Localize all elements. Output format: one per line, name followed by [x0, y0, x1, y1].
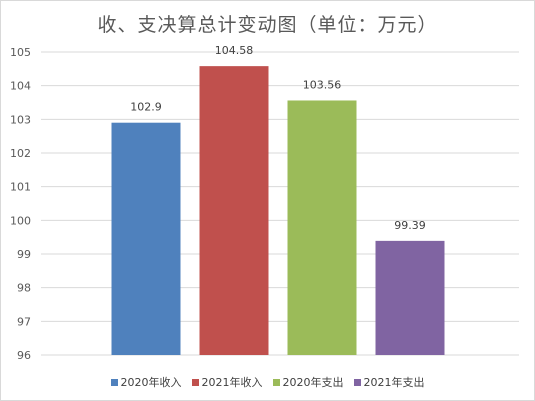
bar-3 — [287, 100, 357, 355]
chart-legend: 2020年收入 2021年收入 2020年支出 2021年支出 — [0, 374, 535, 390]
data-label: 103.56 — [303, 78, 342, 91]
legend-swatch — [110, 378, 118, 386]
y-tick-label: 99 — [17, 248, 31, 261]
data-label: 99.39 — [394, 219, 426, 232]
y-tick-label: 96 — [17, 349, 31, 362]
legend-label: 2021年收入 — [201, 376, 263, 389]
data-label: 104.58 — [215, 44, 254, 57]
legend-item: 2021年收入 — [191, 374, 263, 390]
y-tick-label: 103 — [10, 113, 31, 126]
legend-label: 2021年支出 — [363, 376, 425, 389]
bar-2 — [199, 66, 269, 355]
legend-item: 2021年支出 — [353, 374, 425, 390]
y-tick-label: 105 — [10, 46, 31, 59]
y-tick-label: 104 — [10, 80, 31, 93]
legend-swatch — [353, 378, 361, 386]
bar-1 — [111, 122, 181, 355]
chart-title: 收、支决算总计变动图（单位：万元） — [97, 14, 438, 36]
legend-label: 2020年收入 — [120, 376, 182, 389]
bar-4 — [375, 240, 445, 355]
y-tick-label: 97 — [17, 315, 31, 328]
legend-swatch — [191, 378, 199, 386]
y-tick-label: 101 — [10, 181, 31, 194]
legend-label: 2020年支出 — [282, 376, 344, 389]
legend-item: 2020年收入 — [110, 374, 182, 390]
legend-swatch — [272, 378, 280, 386]
y-tick-label: 98 — [17, 282, 31, 295]
legend-item: 2020年支出 — [272, 374, 344, 390]
data-label: 102.9 — [130, 101, 162, 114]
y-tick-label: 100 — [10, 214, 31, 227]
y-tick-label: 102 — [10, 147, 31, 160]
